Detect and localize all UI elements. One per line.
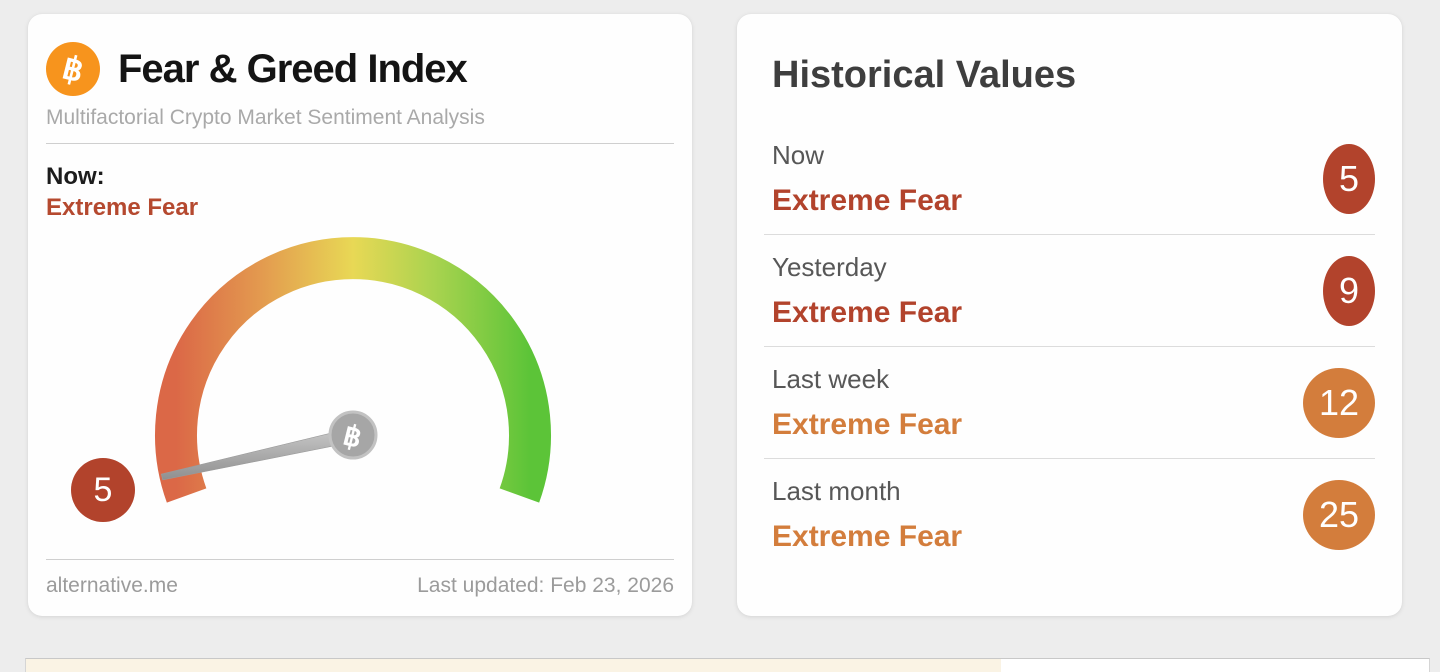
historical-rows: Now Extreme Fear 5 Yesterday Extreme Fea… [764,123,1375,571]
bitcoin-icon: ฿ [46,42,100,96]
last-updated-text: Last updated: Feb 23, 2026 [417,574,674,597]
current-sentiment-block: Now: Extreme Fear [28,144,692,222]
history-row-sentiment: Extreme Fear [772,295,963,329]
history-row-yesterday: Yesterday Extreme Fear 9 [764,235,1375,347]
now-label: Now: [46,163,105,190]
history-row-last-week: Last week Extreme Fear 12 [764,347,1375,459]
history-row-sentiment: Extreme Fear [772,183,963,217]
card-footer: alternative.me Last updated: Feb 23, 202… [46,559,674,598]
card-title: Fear & Greed Index [118,46,468,91]
gauge-value-badge: 5 [71,458,135,522]
card-subtitle: Multifactorial Crypto Market Sentiment A… [46,106,485,129]
history-row-label: Last week [772,363,890,394]
history-value-badge: 25 [1303,480,1375,550]
gauge-arc [155,237,551,503]
bottom-widget-partial [25,658,1430,672]
history-value-badge: 5 [1323,143,1375,214]
now-sentiment: Extreme Fear [46,194,199,221]
historical-values-card: Historical Values Now Extreme Fear 5 Yes… [737,14,1402,616]
bitcoin-glyph: ฿ [58,49,88,89]
bottom-widget-header [26,659,1001,672]
history-row-text: Last month Extreme Fear [772,476,962,554]
history-value-badge: 9 [1323,255,1375,326]
gauge-hub [328,410,378,460]
source-link[interactable]: alternative.me [46,574,178,597]
history-row-sentiment: Extreme Fear [772,407,963,441]
history-row-text: Yesterday Extreme Fear [772,252,962,330]
fear-greed-card: ฿ Fear & Greed Index Multifactorial Cryp… [28,14,692,616]
history-row-text: Last week Extreme Fear [772,364,962,442]
fear-greed-header: ฿ Fear & Greed Index [28,14,692,96]
history-row-label: Yesterday [772,251,887,282]
history-row-sentiment: Extreme Fear [772,520,963,553]
history-row-last-month: Last month Extreme Fear 25 [764,459,1375,571]
historical-values-title: Historical Values [772,54,1077,96]
history-value-badge: 12 [1303,367,1375,438]
history-row-now: Now Extreme Fear 5 [764,123,1375,235]
header-divider [46,143,674,144]
history-row-text: Now Extreme Fear [772,140,962,218]
fear-greed-gauge: ฿ [155,237,551,503]
history-row-label: Now [772,139,825,170]
bottom-widget-body [1001,659,1429,672]
history-row-label: Last month [772,476,901,506]
